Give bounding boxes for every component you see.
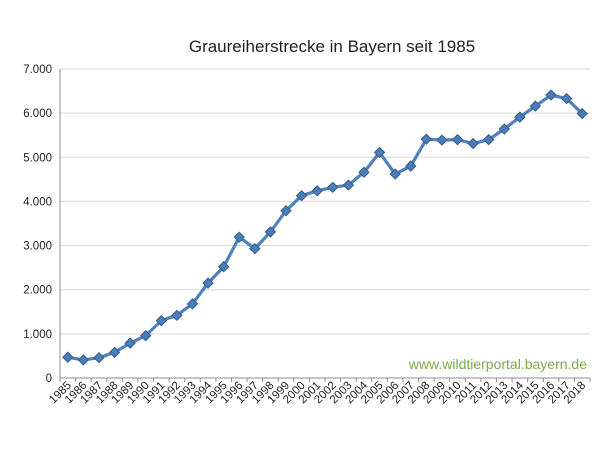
data-point-2011 bbox=[467, 137, 479, 150]
data-point-2016 bbox=[545, 89, 557, 101]
data-point-2015 bbox=[529, 100, 542, 112]
gridlines bbox=[60, 68, 590, 335]
data-point-1997 bbox=[249, 242, 261, 255]
data-point-2000 bbox=[295, 189, 308, 202]
y-tick-label: 6.000 bbox=[23, 108, 52, 120]
data-point-2002 bbox=[327, 181, 339, 194]
data-point-2008 bbox=[420, 133, 433, 145]
data-point-1988 bbox=[108, 346, 121, 359]
series-line bbox=[66, 93, 584, 362]
data-point-1995 bbox=[217, 261, 230, 273]
data-point-2017 bbox=[560, 92, 573, 105]
data-point-2001 bbox=[311, 185, 323, 197]
y-axis-ticks: 0 1.000 2.000 3.000 4.000 5.000 6.000 7.000 bbox=[23, 64, 52, 385]
data-point-2010 bbox=[451, 133, 464, 146]
y-tick-label: 1.000 bbox=[23, 329, 52, 341]
data-point-2018 bbox=[576, 107, 588, 120]
data-point-2014 bbox=[514, 111, 526, 123]
data-point-2005 bbox=[373, 146, 386, 159]
data-point-1996 bbox=[233, 231, 245, 243]
data-point-2013 bbox=[498, 123, 510, 135]
chart-title: Graureiherstrecke in Bayern seit 1985 bbox=[189, 37, 475, 56]
data-point-1994 bbox=[202, 277, 214, 289]
data-point-1990 bbox=[140, 329, 152, 342]
x-axis-ticks: 1985198619871988198919901991199219931994… bbox=[47, 379, 588, 406]
data-point-1986 bbox=[77, 354, 90, 366]
data-point-1991 bbox=[155, 314, 168, 327]
data-point-1989 bbox=[124, 337, 136, 349]
data-point-1992 bbox=[171, 309, 183, 322]
data-point-2007 bbox=[405, 160, 417, 172]
axes bbox=[59, 69, 591, 382]
data-point-2009 bbox=[436, 134, 448, 146]
data-point-1987 bbox=[93, 351, 105, 364]
y-tick-label: 3.000 bbox=[23, 241, 52, 253]
data-point-2003 bbox=[342, 179, 355, 191]
data-series bbox=[62, 89, 588, 366]
y-tick-label: 7.000 bbox=[23, 64, 52, 76]
y-tick-label: 5.000 bbox=[23, 152, 52, 164]
data-point-1999 bbox=[280, 204, 292, 217]
data-point-1993 bbox=[186, 298, 199, 310]
data-point-2006 bbox=[389, 168, 401, 180]
y-tick-label: 2.000 bbox=[23, 285, 52, 297]
data-point-1998 bbox=[264, 226, 277, 238]
y-tick-label: 0 bbox=[46, 373, 52, 385]
data-point-2004 bbox=[358, 166, 370, 179]
y-tick-label: 4.000 bbox=[23, 196, 52, 208]
data-point-2012 bbox=[482, 133, 495, 146]
source-watermark: www.wildtierportal.bayern.de bbox=[408, 356, 587, 372]
data-point-1985 bbox=[62, 351, 74, 363]
